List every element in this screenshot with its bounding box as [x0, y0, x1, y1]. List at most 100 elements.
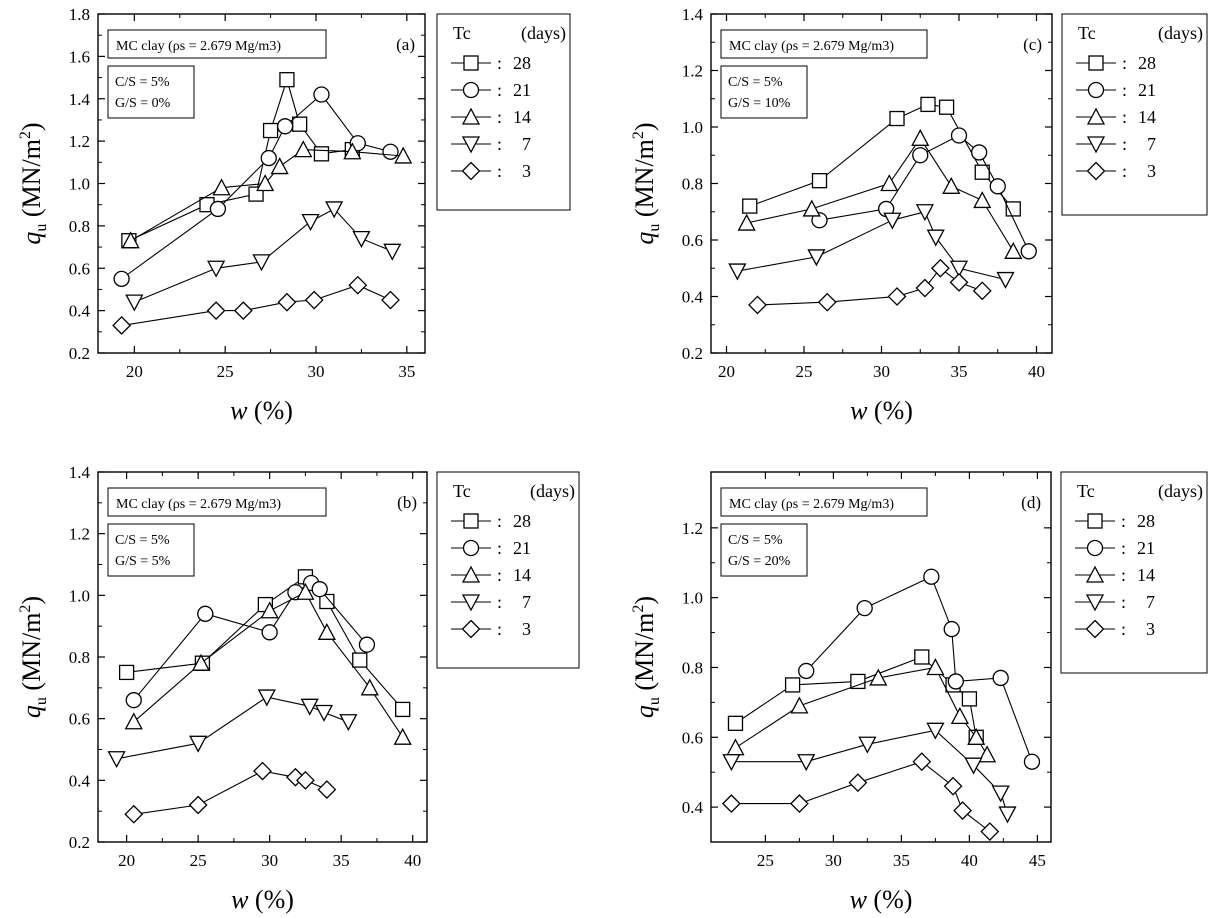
legend-entry-label: 21	[513, 80, 531, 100]
data-point	[206, 260, 226, 278]
data-point	[977, 745, 997, 763]
data-point	[972, 281, 992, 301]
series-14	[726, 658, 997, 763]
y-tick-label: 0.4	[69, 771, 91, 790]
data-point	[294, 140, 313, 158]
data-point	[967, 727, 986, 745]
legend-header-tc: Tc	[1078, 23, 1096, 43]
legend-marker	[1087, 81, 1105, 99]
data-point	[276, 118, 294, 135]
y-tick-label: 0.2	[69, 833, 90, 852]
data-point	[189, 735, 208, 753]
data-point	[798, 662, 815, 680]
data-point	[737, 213, 756, 231]
legend-colon: :	[497, 538, 502, 558]
material-annotation: MC clay (ρs = 2.679 Mg/m3)	[116, 497, 281, 512]
legend-box	[1061, 13, 1208, 216]
data-point	[394, 146, 413, 164]
data-point	[728, 263, 747, 281]
x-tick-label: 20	[118, 851, 135, 870]
data-point	[869, 668, 888, 686]
data-point	[726, 738, 745, 756]
y-tick-label: 0.6	[69, 259, 90, 278]
data-point	[313, 146, 330, 162]
legend-entry-label: 14	[1137, 565, 1155, 585]
data-point	[923, 568, 940, 585]
data-point	[991, 785, 1010, 803]
mix-annotation-line: G/S = 0%	[115, 96, 171, 111]
data-point	[848, 773, 868, 793]
series-3	[748, 258, 992, 315]
series-7	[107, 689, 358, 769]
legend-colon: :	[1121, 511, 1126, 531]
data-point	[727, 715, 744, 731]
legend-box	[436, 471, 580, 669]
x-tick-label: 35	[893, 851, 910, 870]
y-tick-label: 0.4	[69, 302, 91, 321]
legend-marker	[462, 539, 480, 557]
data-point	[360, 678, 379, 696]
data-point	[953, 801, 973, 821]
legend: Tc (days): 28: 21: 14: 7: 3	[436, 13, 571, 211]
legend-colon: :	[1122, 107, 1127, 127]
data-point	[113, 270, 130, 287]
series-line	[731, 761, 991, 832]
data-point	[974, 164, 990, 180]
series-21	[125, 574, 376, 709]
legend-marker	[1087, 513, 1103, 529]
series-3	[112, 275, 400, 335]
legend-marker	[1086, 107, 1106, 125]
legend-marker	[1085, 594, 1105, 612]
x-tick-label: 20	[126, 362, 143, 381]
data-point	[949, 272, 969, 292]
legend-marker	[1085, 565, 1105, 583]
legend-entry-label: 21	[1138, 80, 1156, 100]
mix-annotation-line: G/S = 10%	[728, 96, 791, 111]
x-tick-label: 25	[217, 362, 234, 381]
series-21	[113, 86, 399, 287]
mix-annotation-line: C/S = 5%	[728, 75, 783, 90]
data-point	[381, 290, 400, 310]
data-point	[989, 178, 1006, 195]
y-tick-label: 1.4	[682, 5, 704, 24]
legend-entry-label: 21	[1137, 538, 1155, 558]
series-21	[798, 568, 1041, 770]
chart-panel-a: 0.2 0.4 0.6 0.8 1.0 1.2 1.4 1.6 1.8 20 25 30 35 w (%)…	[17, 5, 426, 425]
data-point	[961, 691, 978, 707]
legend-colon: :	[1122, 134, 1127, 154]
data-point	[252, 254, 271, 272]
data-point	[257, 689, 276, 707]
legend-colon: :	[497, 107, 502, 127]
data-point	[212, 178, 231, 196]
y-tick-label: 0.8	[69, 648, 90, 667]
data-point	[722, 754, 741, 772]
data-point	[912, 752, 932, 772]
data-point	[915, 204, 934, 222]
legend-entry-label: 3	[1147, 161, 1156, 181]
data-point	[261, 624, 278, 641]
series-28	[742, 96, 1021, 217]
y-tick-label: 1.6	[69, 47, 90, 66]
legend-marker	[1086, 161, 1106, 181]
data-point	[260, 149, 277, 167]
data-point	[950, 706, 969, 724]
data-point	[325, 201, 344, 219]
data-point	[807, 249, 826, 267]
material-annotation-box	[720, 29, 928, 59]
x-tick-label: 30	[825, 851, 842, 870]
data-point	[311, 581, 328, 598]
material-annotation: MC clay (ρs = 2.679 Mg/m3)	[729, 497, 894, 512]
x-axis-label: w (%)	[850, 885, 913, 914]
legend-marker	[461, 136, 481, 154]
material-annotation: MC clay (ρs = 2.679 Mg/m3)	[729, 39, 894, 54]
legend-marker	[463, 513, 479, 529]
legend-entry-label: 14	[1138, 107, 1156, 127]
y-tick-label: 0.2	[682, 344, 703, 363]
data-point	[980, 822, 1000, 841]
legend-entry-label: 3	[1146, 619, 1155, 639]
data-point	[817, 292, 837, 312]
data-point	[319, 593, 335, 610]
series-line	[737, 211, 1006, 281]
data-point	[790, 696, 809, 714]
